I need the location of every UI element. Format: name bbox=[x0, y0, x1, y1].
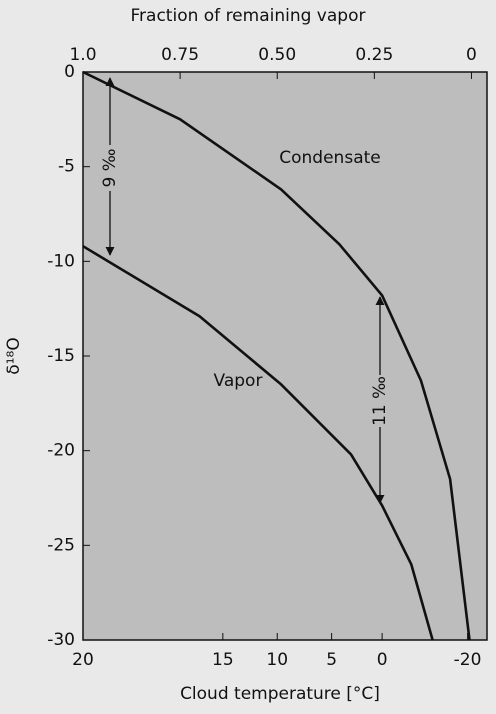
annotation: 11 ‰ bbox=[370, 376, 390, 426]
top-axis-title: Fraction of remaining vapor bbox=[131, 6, 366, 26]
x2-tick-label: 20 bbox=[72, 650, 94, 670]
x-tick-label: 0.50 bbox=[258, 45, 296, 65]
y-tick-label: 0 bbox=[64, 62, 75, 82]
y-tick-label: -15 bbox=[47, 346, 75, 366]
vapor-label: Vapor bbox=[214, 371, 263, 391]
annotation: 9 ‰ bbox=[100, 148, 120, 187]
x2-tick-label: 0 bbox=[377, 650, 388, 670]
label-bg bbox=[100, 145, 120, 191]
x2-tick-label: 10 bbox=[266, 650, 288, 670]
y-axis-title: δ¹⁸O bbox=[4, 337, 24, 374]
x-tick-label: 0 bbox=[466, 45, 477, 65]
y-tick-label: -10 bbox=[47, 251, 75, 271]
y-tick-label: -30 bbox=[47, 630, 75, 650]
series-line bbox=[82, 245, 434, 641]
plot-area bbox=[82, 71, 488, 641]
y-tick-label: -5 bbox=[58, 157, 75, 177]
condensate-label: Condensate bbox=[279, 148, 380, 168]
y-tick-label: -20 bbox=[47, 441, 75, 461]
x2-tick-label: 15 bbox=[212, 650, 234, 670]
x-tick-label: 0.25 bbox=[355, 45, 393, 65]
x-axis-title: Cloud temperature [°C] bbox=[180, 684, 380, 704]
x-tick-label: 1.0 bbox=[69, 45, 96, 65]
label-bg bbox=[370, 375, 390, 427]
x2-tick-label: -20 bbox=[454, 650, 482, 670]
y-tick-label: -25 bbox=[47, 535, 75, 555]
series-line bbox=[82, 70, 471, 641]
x-tick-label: 0.75 bbox=[161, 45, 199, 65]
x2-tick-label: 5 bbox=[326, 650, 337, 670]
